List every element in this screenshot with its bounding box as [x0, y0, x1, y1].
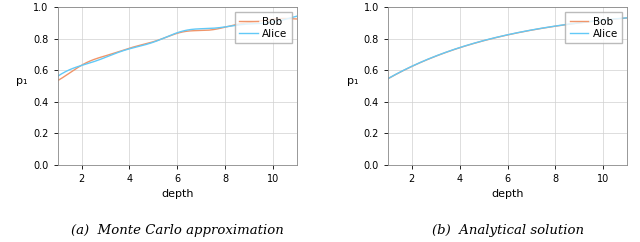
Bob: [527, 29, 534, 32]
Alice: [623, 16, 631, 19]
Alice: [293, 15, 301, 18]
Bob: [623, 16, 631, 19]
Text: (b)  Analytical solution: (b) Analytical solution: [431, 224, 584, 237]
Bob: [54, 79, 61, 82]
Alice: [54, 75, 61, 78]
Alice: [250, 22, 258, 25]
Alice: [580, 21, 588, 24]
Bob: [513, 31, 521, 34]
Alice: [287, 16, 295, 19]
Bob: [250, 20, 258, 23]
Line: Alice: Alice: [58, 16, 297, 76]
Bob: [196, 29, 204, 32]
Bob: [580, 21, 588, 24]
X-axis label: depth: depth: [492, 189, 524, 199]
Text: (a)  Monte Carlo approximation: (a) Monte Carlo approximation: [71, 224, 284, 237]
Y-axis label: p₁: p₁: [17, 76, 28, 86]
Bob: [183, 30, 191, 33]
Alice: [498, 35, 506, 38]
Alice: [196, 27, 204, 30]
Legend: Bob, Alice: Bob, Alice: [236, 13, 292, 43]
X-axis label: depth: depth: [161, 189, 193, 199]
Line: Bob: Bob: [58, 18, 297, 81]
Bob: [618, 17, 625, 20]
Bob: [168, 34, 175, 37]
Alice: [499, 34, 507, 37]
Bob: [288, 17, 296, 20]
Y-axis label: p₁: p₁: [347, 76, 358, 86]
Line: Bob: Bob: [388, 18, 627, 79]
Alice: [618, 17, 625, 20]
Bob: [384, 77, 392, 80]
Alice: [513, 31, 521, 34]
Bob: [169, 33, 177, 36]
Alice: [384, 77, 392, 80]
Legend: Bob, Alice: Bob, Alice: [566, 13, 622, 43]
Bob: [293, 18, 301, 21]
Alice: [169, 33, 177, 36]
Bob: [499, 35, 507, 38]
Bob: [498, 35, 506, 38]
Line: Alice: Alice: [388, 18, 627, 79]
Alice: [168, 34, 175, 37]
Alice: [527, 29, 534, 32]
Bob: [280, 17, 288, 20]
Alice: [183, 29, 191, 31]
